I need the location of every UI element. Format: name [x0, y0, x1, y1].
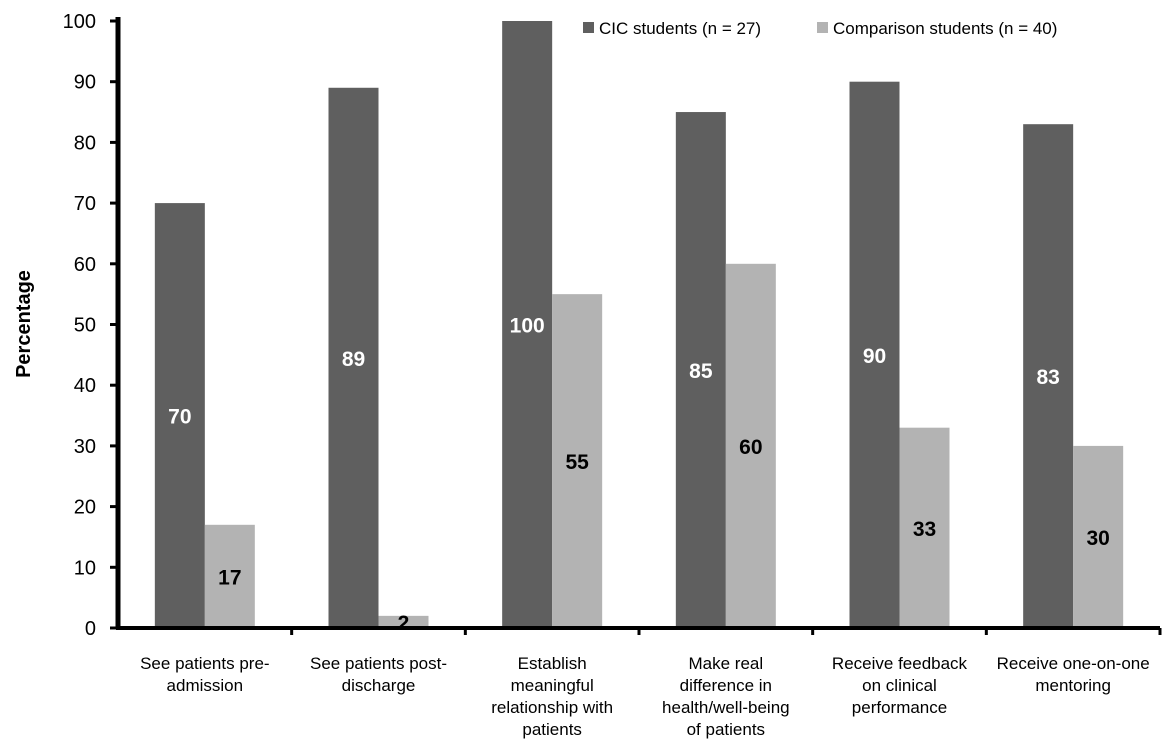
bars-group — [154, 21, 1124, 629]
legend: CIC students (n = 27) Comparison students… — [583, 19, 1057, 38]
data-label-cic-0: 70 — [168, 406, 191, 429]
data-labels-group: 70 17 89 2 100 55 85 60 90 33 83 30 — [168, 315, 1110, 635]
x-categories-group: See patients pre-admission See patients p… — [140, 628, 1162, 739]
x-category-label-2: Establish meaningful relationship with pati… — [491, 654, 613, 739]
data-label-comparison-3: 60 — [739, 436, 762, 459]
data-label-cic-5: 83 — [1036, 366, 1059, 389]
axes-group — [115, 17, 1160, 630]
y-tick-label-0: 0 — [85, 618, 96, 640]
y-tick-label-30: 30 — [74, 436, 96, 458]
bar-comparison-2 — [552, 294, 603, 628]
bar-comparison-1 — [378, 615, 429, 628]
data-label-cic-3: 85 — [689, 360, 713, 383]
bar-cic-0 — [154, 203, 205, 628]
data-label-comparison-5: 30 — [1086, 527, 1109, 550]
data-label-cic-4: 90 — [863, 345, 886, 368]
y-tick-label-10: 10 — [74, 557, 96, 579]
y-tick-label-70: 70 — [74, 193, 96, 215]
y-tick-label-90: 90 — [74, 72, 96, 94]
y-tick-label-60: 60 — [74, 254, 96, 276]
legend-swatch-cic — [583, 22, 594, 33]
bar-comparison-3 — [725, 263, 776, 628]
x-category-label-5: Receive one-on-one mentoring — [997, 654, 1150, 695]
y-tick-label-100: 100 — [63, 11, 96, 33]
legend-label-cic: CIC students (n = 27) — [599, 19, 761, 38]
bar-cic-2 — [502, 21, 553, 628]
legend-label-comparison: Comparison students (n = 40) — [833, 19, 1057, 38]
y-tick-label-20: 20 — [74, 497, 96, 519]
data-label-comparison-2: 55 — [565, 451, 589, 474]
y-ticks-group: 0 10 20 30 40 50 60 70 80 90 100 — [63, 11, 118, 640]
data-label-comparison-1: 2 — [398, 612, 410, 635]
bar-cic-1 — [328, 87, 379, 628]
bar-cic-4 — [849, 81, 900, 628]
bar-comparison-4 — [899, 427, 950, 628]
x-category-label-1: See patients post-discharge — [310, 654, 447, 695]
bar-cic-5 — [1023, 124, 1074, 628]
data-label-comparison-4: 33 — [913, 518, 936, 541]
bar-cic-3 — [675, 112, 726, 629]
bar-comparison-0 — [204, 524, 255, 628]
bar-comparison-5 — [1073, 445, 1124, 628]
y-tick-label-50: 50 — [74, 315, 96, 337]
data-label-cic-1: 89 — [342, 348, 365, 371]
y-tick-label-80: 80 — [74, 132, 96, 154]
x-category-label-4: Receive feedback on clinical performance — [832, 654, 968, 717]
data-label-cic-2: 100 — [510, 315, 545, 338]
data-label-comparison-0: 17 — [218, 566, 241, 589]
y-axis-label: Percentage — [13, 270, 35, 378]
x-category-label-3: Make real difference in health/well-being o… — [662, 654, 790, 739]
x-category-label-0: See patients pre-admission — [140, 654, 269, 695]
legend-swatch-comparison — [817, 22, 828, 33]
y-tick-label-40: 40 — [74, 375, 96, 397]
